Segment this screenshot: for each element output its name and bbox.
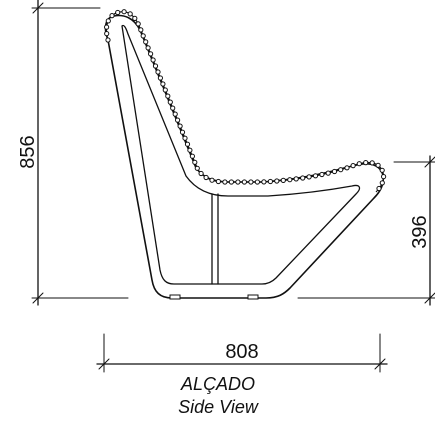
cushion-dot	[189, 153, 195, 159]
base-foot-right	[247, 294, 259, 300]
view-subtitle: Side View	[178, 397, 259, 417]
cushion-dot	[175, 117, 181, 123]
cushion-dot	[192, 159, 198, 165]
cushion-dot	[145, 45, 151, 51]
cushion-dot	[104, 24, 110, 30]
cushion-dot	[115, 9, 121, 16]
cushion-chain-line	[105, 11, 385, 193]
view-title: ALÇADO	[180, 374, 255, 394]
cushion-dot	[187, 147, 193, 153]
chair-outer-outline	[104, 14, 385, 299]
overall-width-dimension: 808	[96, 333, 388, 373]
cushion-dot	[375, 162, 381, 168]
cushion-dot	[222, 179, 228, 185]
cushion-dot	[170, 105, 176, 111]
cushion-dot	[165, 93, 171, 99]
seat-tick-bottom	[424, 292, 435, 304]
cushion-dot	[152, 63, 159, 69]
cushion-dot	[121, 9, 127, 15]
cushion-dot	[184, 141, 191, 147]
cushion-dot	[254, 179, 260, 185]
cushion-dot	[381, 174, 387, 180]
cushion-dot	[127, 11, 133, 17]
cushion-dot	[194, 165, 200, 171]
height-tick-top	[32, 2, 44, 14]
cushion-dot-chain	[104, 9, 387, 193]
cushion-dot	[209, 177, 215, 183]
cushion-dot	[319, 171, 325, 178]
cushion-dot	[312, 173, 319, 179]
cushion-dot	[356, 161, 362, 167]
cushion-dot	[109, 13, 115, 19]
cushion-dot	[344, 165, 350, 171]
width-tick-right	[374, 358, 386, 370]
cushion-dot	[376, 185, 382, 192]
cushion-dot	[105, 37, 111, 43]
cushion-dot	[172, 111, 178, 117]
cushion-dot	[198, 170, 204, 177]
cushion-dot	[143, 39, 149, 45]
seat-height-label: 396	[409, 215, 431, 248]
cushion-dot	[363, 160, 369, 166]
cushion-dot	[379, 167, 385, 173]
cushion-dot	[379, 180, 385, 186]
cushion-dot	[267, 178, 273, 185]
cushion-dot	[331, 168, 338, 175]
cushion-dot	[300, 175, 306, 181]
cushion-dot	[338, 167, 344, 173]
overall-height-label: 856	[17, 135, 39, 168]
cushion-dot	[261, 179, 267, 185]
cushion-dot	[274, 178, 280, 184]
cushion-dot	[287, 177, 293, 183]
seat-tick-top	[424, 156, 435, 168]
cushion-dot	[235, 179, 241, 185]
base-foot-left	[169, 294, 181, 300]
cushion-dot	[160, 81, 166, 87]
cushion-dot	[132, 15, 138, 21]
cushion-dot	[150, 57, 156, 63]
cushion-dot	[140, 33, 146, 39]
cushion-dot	[293, 176, 299, 182]
cushion-dot	[162, 87, 168, 93]
cushion-dot	[155, 69, 161, 75]
cushion-dot	[167, 99, 173, 105]
cushion-dot	[241, 179, 247, 185]
cushion-dot	[306, 174, 312, 180]
seat-height-dimension: 396	[297, 155, 435, 306]
cushion-dot	[280, 177, 286, 183]
cushion-dot	[325, 170, 331, 176]
cushion-dot	[182, 135, 188, 141]
cushion-dot	[148, 51, 154, 57]
cushion-dot	[138, 27, 144, 33]
overall-width-label: 808	[225, 341, 258, 363]
cushion-dot	[135, 21, 141, 27]
cushion-dot	[203, 174, 209, 181]
cushion-dot	[228, 179, 234, 185]
cushion-dot	[179, 129, 186, 135]
cushion-dot	[350, 163, 356, 169]
cushion-dot	[157, 75, 163, 81]
cushion-dot	[104, 30, 110, 37]
cushion-dot	[369, 160, 375, 166]
overall-height-dimension: 856	[17, 0, 129, 306]
height-tick-bottom	[32, 292, 44, 304]
cushion-dot	[215, 178, 221, 185]
cushion-dot	[105, 18, 111, 24]
width-tick-left	[98, 358, 110, 370]
cushion-dot	[177, 123, 183, 129]
cushion-dot	[248, 179, 254, 185]
chair-inner-outline	[121, 24, 361, 285]
